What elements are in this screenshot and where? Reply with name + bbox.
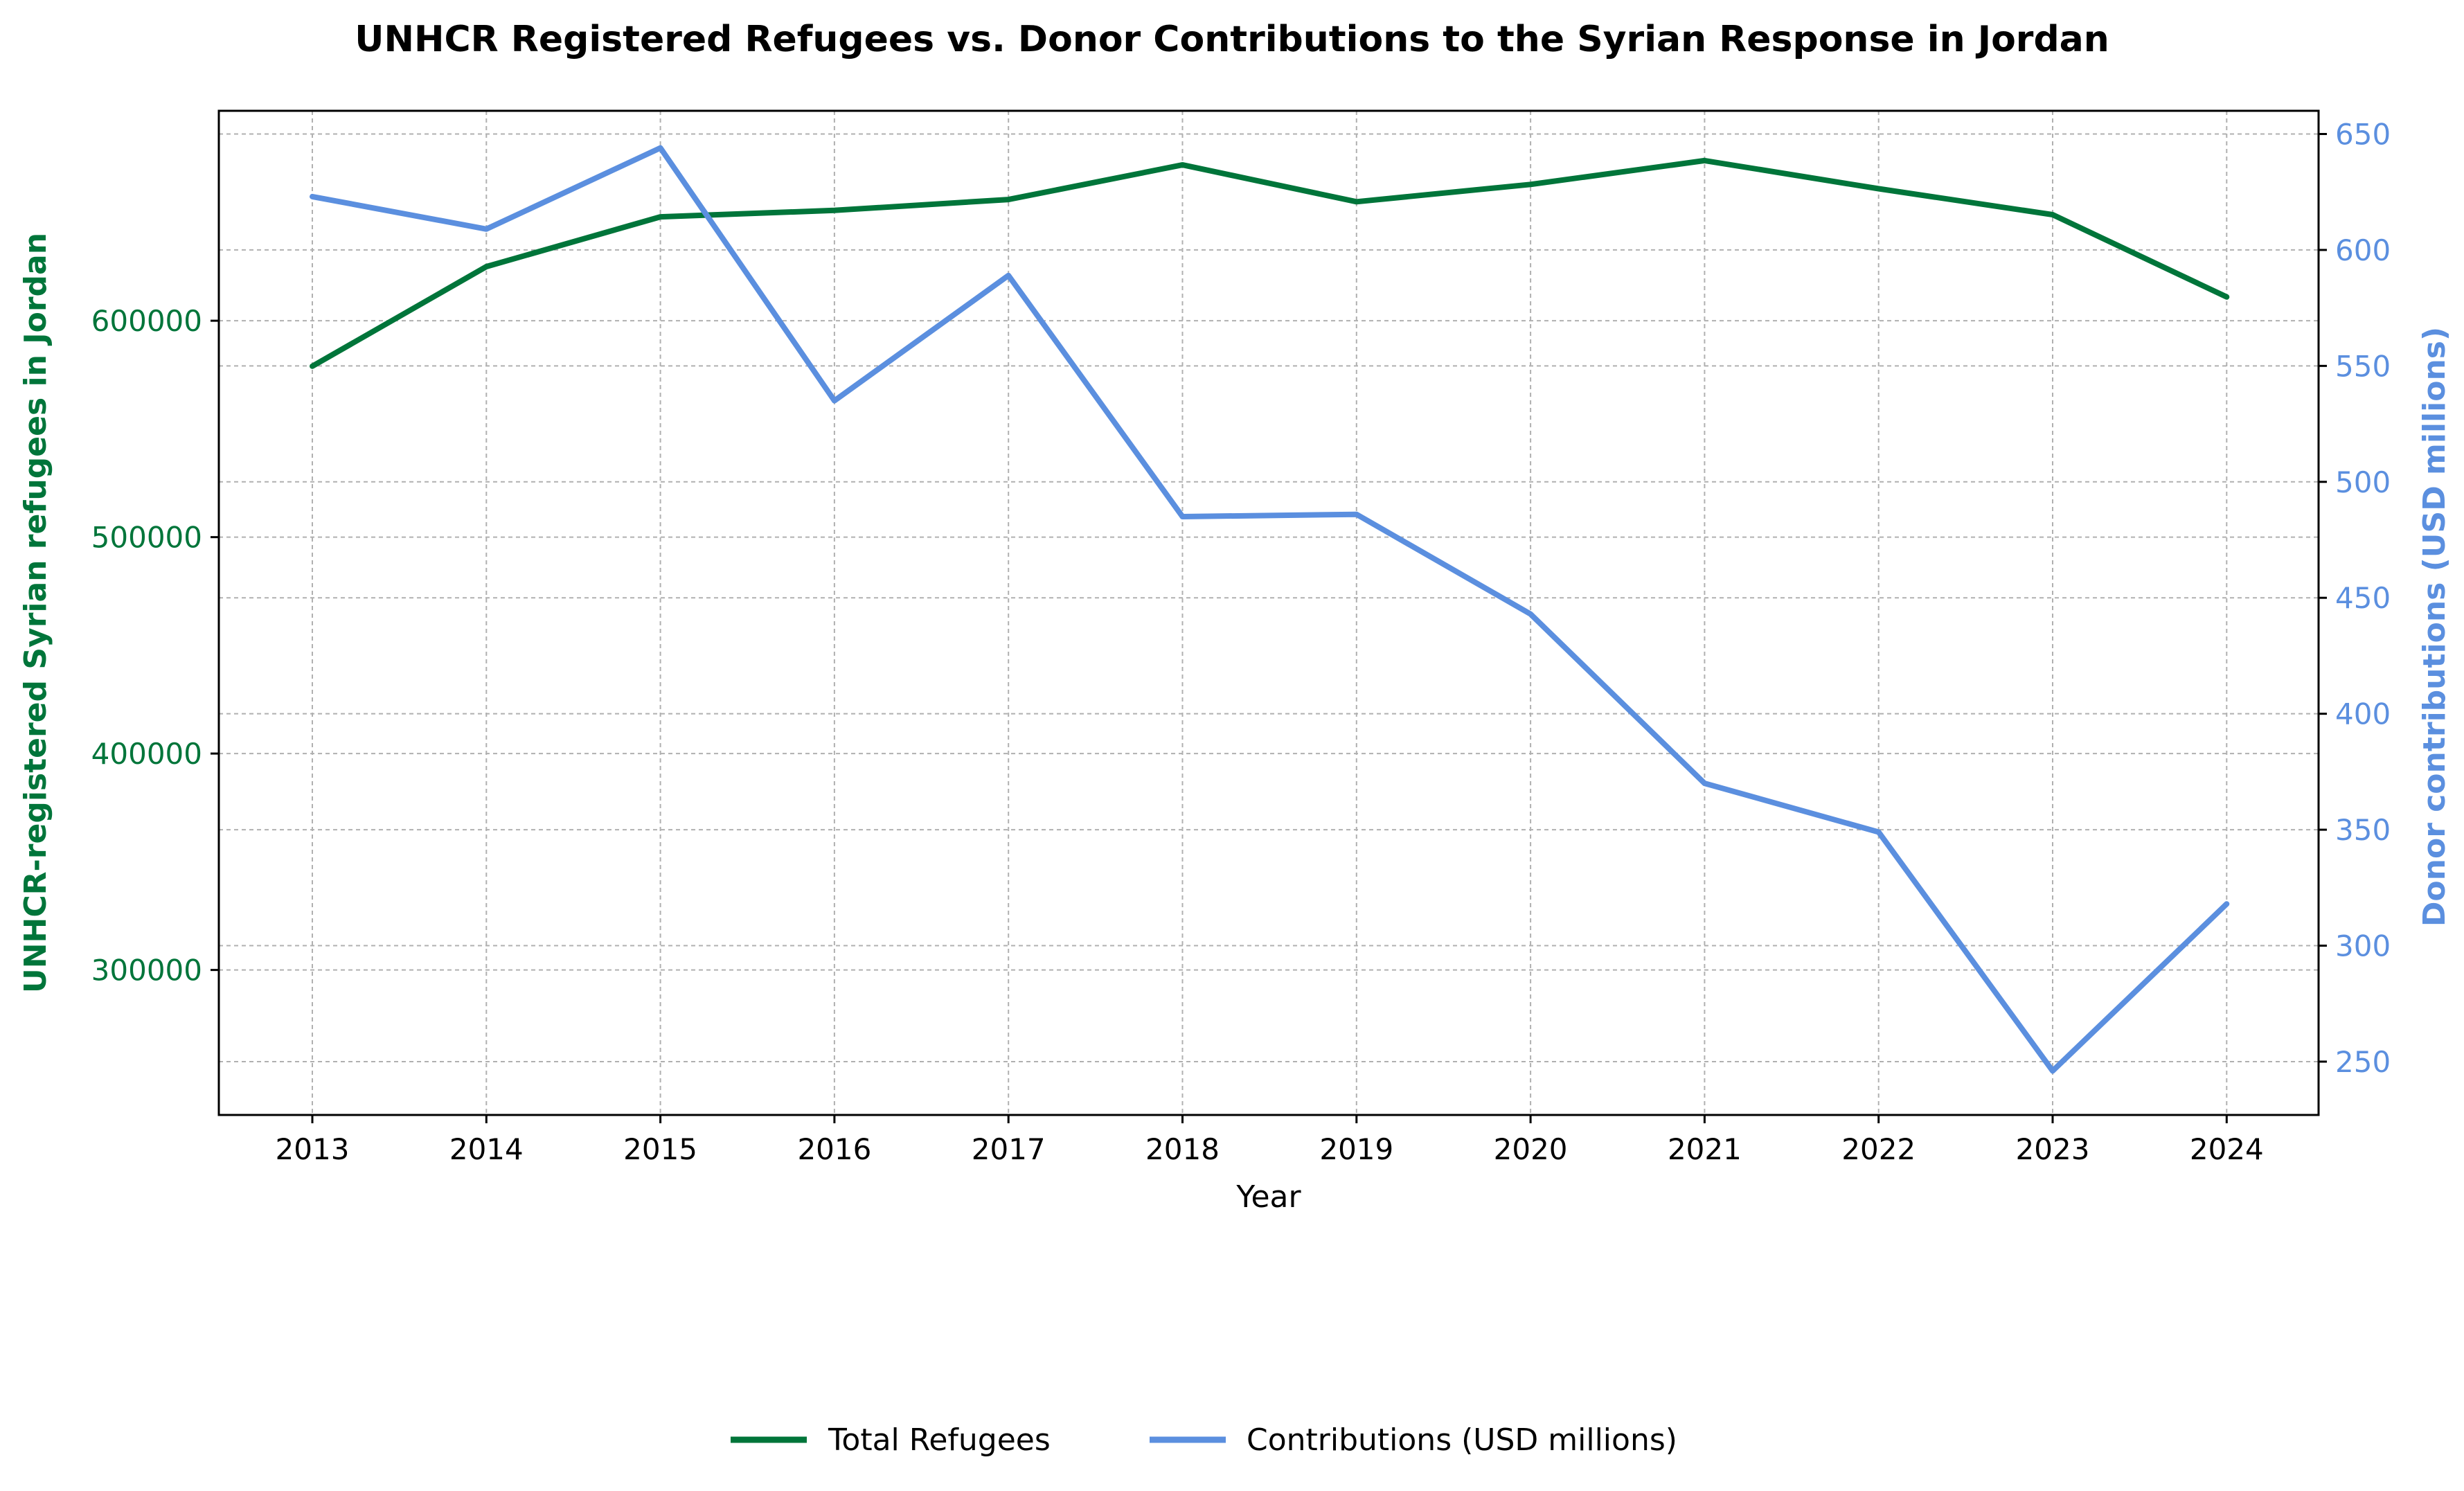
left-axis-label: UNHCR-registered Syrian refugees in Jord… (18, 233, 53, 993)
right-axis-label: Donor contributions (USD millions) (2417, 327, 2452, 927)
x-axis-ticks: 2013 2014 2015 2016 2017 2018 2019 2020 2021 2022… (276, 1115, 2264, 1166)
x-tick-label: 2021 (1668, 1132, 1742, 1166)
left-tick-label: 400000 (91, 737, 202, 771)
x-tick-label: 2020 (1494, 1132, 1568, 1166)
right-tick-label: 300 (2335, 929, 2391, 963)
x-tick-label: 2017 (972, 1132, 1046, 1166)
right-tick-label: 650 (2335, 117, 2391, 151)
series-lines (310, 145, 2230, 1074)
right-tick-label: 250 (2335, 1045, 2391, 1079)
legend-label-contributions: Contributions (USD millions) (1247, 1422, 1677, 1458)
x-tick-label: 2014 (449, 1132, 524, 1166)
chart-title: UNHCR Registered Refugees vs. Donor Cont… (355, 19, 2109, 60)
right-tick-label: 600 (2335, 233, 2391, 267)
x-tick-label: 2023 (2016, 1132, 2090, 1166)
series-line-total-refugees (310, 157, 2230, 369)
right-tick-label: 450 (2335, 581, 2391, 615)
legend: Total Refugees Contributions (USD millio… (731, 1422, 1677, 1458)
x-tick-label: 2018 (1145, 1132, 1220, 1166)
series-line-contributions (310, 145, 2230, 1074)
grid (219, 111, 2319, 1115)
left-tick-label: 600000 (91, 304, 202, 338)
right-tick-label: 500 (2335, 465, 2391, 499)
right-tick-label: 350 (2335, 813, 2391, 847)
left-tick-label: 300000 (91, 954, 202, 988)
x-tick-label: 2022 (1841, 1132, 1916, 1166)
x-tick-label: 2024 (2190, 1132, 2264, 1166)
left-tick-label: 500000 (91, 521, 202, 555)
x-tick-label: 2016 (797, 1132, 871, 1166)
x-tick-label: 2019 (1319, 1132, 1393, 1166)
plot-frame (217, 109, 2320, 1116)
legend-label-total-refugees: Total Refugees (828, 1422, 1051, 1458)
right-tick-label: 550 (2335, 349, 2391, 383)
x-tick-label: 2015 (623, 1132, 697, 1166)
left-axis-ticks: 300000 400000 500000 600000 (91, 304, 219, 988)
right-axis-ticks: 250 300 350 400 450 500 550 600 650 (2319, 117, 2391, 1079)
x-axis-label: Year (1235, 1179, 1301, 1215)
x-tick-label: 2013 (276, 1132, 350, 1166)
right-tick-label: 400 (2335, 697, 2391, 731)
